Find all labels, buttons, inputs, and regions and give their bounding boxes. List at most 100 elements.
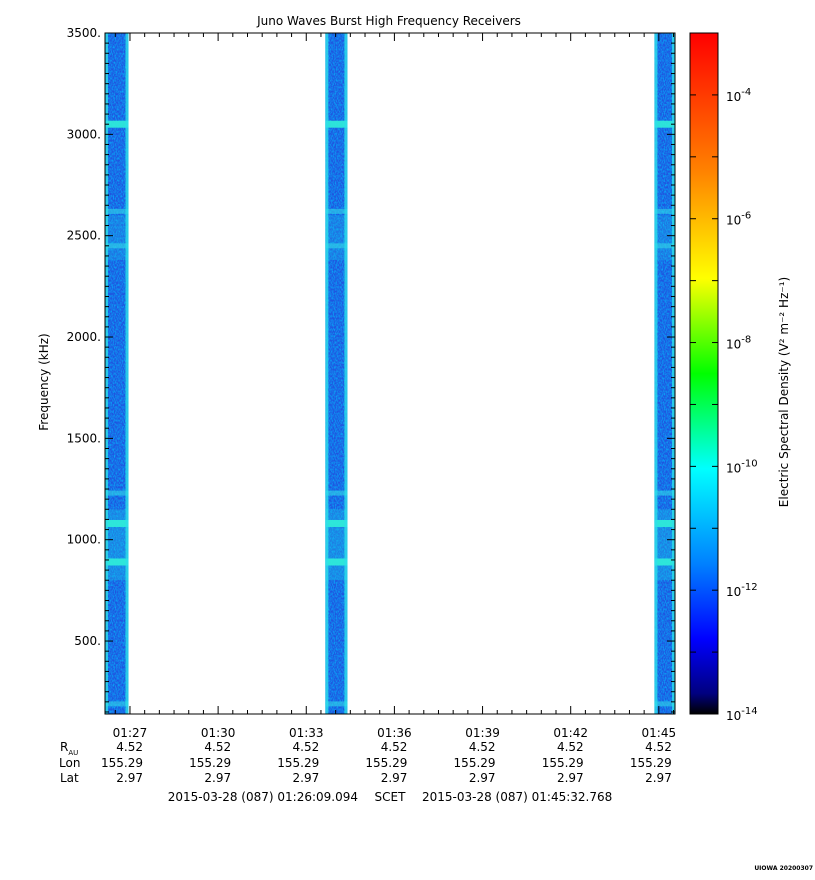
colorbar-tick-exponent: -4 bbox=[741, 87, 751, 98]
ephemeris-lat-value: 2.97 bbox=[293, 771, 320, 785]
ephemeris-rau-value: 4.52 bbox=[204, 740, 231, 754]
chart-title: Juno Waves Burst High Frequency Receiver… bbox=[256, 14, 521, 28]
spectral-line-190 bbox=[105, 701, 129, 707]
y-tick-label: 1000. bbox=[67, 533, 101, 547]
ephemeris-table: 4.52155.292.974.52155.292.974.52155.292.… bbox=[101, 740, 672, 785]
ephemeris-rau-value: 4.52 bbox=[293, 740, 320, 754]
lon-label: Lon bbox=[59, 756, 80, 770]
spectral-line-2620 bbox=[105, 208, 129, 214]
spectral-line-1080 bbox=[325, 519, 348, 527]
burst-midfreq-glow bbox=[105, 215, 129, 260]
colorbar-tick-base: 10 bbox=[726, 585, 741, 599]
y-tick-label: 500. bbox=[74, 634, 101, 648]
colorbar-label: Electric Spectral Density (V² m⁻² Hz⁻¹) bbox=[777, 277, 791, 507]
colorbar-tick-label: 10-12 bbox=[726, 582, 758, 599]
x-tick-label: 01:45 bbox=[642, 726, 677, 740]
burst-edge-left bbox=[325, 33, 329, 714]
y-axis-label: Frequency (kHz) bbox=[37, 333, 51, 430]
spectral-line-890 bbox=[325, 558, 348, 566]
spectral-line-190 bbox=[325, 701, 348, 707]
x-tick-label: 01:39 bbox=[465, 726, 500, 740]
spectral-line-890 bbox=[105, 558, 129, 566]
burst-band-2 bbox=[325, 33, 348, 714]
time-range-footer: 2015-03-28 (087) 01:26:09.094 SCET 2015-… bbox=[168, 790, 613, 804]
burst-noise bbox=[105, 33, 129, 714]
x-tick-label: 01:33 bbox=[289, 726, 324, 740]
ephemeris-lon-value: 155.29 bbox=[630, 756, 672, 770]
spectral-line-2450 bbox=[325, 243, 348, 249]
y-tick-label: 3000. bbox=[67, 127, 101, 141]
x-tick-label: 01:36 bbox=[377, 726, 412, 740]
burst-edge-right bbox=[344, 33, 348, 714]
burst-edge-right bbox=[125, 33, 129, 714]
colorbar-tick-exponent: -14 bbox=[741, 706, 757, 717]
spectral-line-2620 bbox=[654, 208, 675, 214]
burst-band-3 bbox=[654, 33, 675, 714]
burst-edge-right bbox=[672, 33, 675, 714]
plot-frame bbox=[104, 32, 676, 715]
spectral-line-2450 bbox=[105, 243, 129, 249]
lat-label: Lat bbox=[60, 771, 79, 785]
burst-bands bbox=[105, 33, 675, 714]
ephemeris-lat-value: 2.97 bbox=[557, 771, 584, 785]
ephemeris-rau-value: 4.52 bbox=[645, 740, 672, 754]
spectral-line-1230 bbox=[105, 490, 129, 496]
time-start: 2015-03-28 (087) 01:26:09.094 bbox=[168, 790, 358, 804]
spectral-line-190 bbox=[654, 701, 675, 707]
ephemeris-lat-value: 2.97 bbox=[116, 771, 143, 785]
ephemeris-lon-value: 155.29 bbox=[454, 756, 496, 770]
spectral-line-1230 bbox=[325, 490, 348, 496]
spectral-line-1230 bbox=[654, 490, 675, 496]
colorbar-tick-label: 10-8 bbox=[726, 335, 751, 352]
spectral-line-3050 bbox=[105, 120, 129, 128]
burst-edge-left bbox=[654, 33, 658, 714]
burst-lowfreq-glow bbox=[654, 509, 675, 581]
burst-band-1 bbox=[105, 33, 129, 714]
colorbar-tick-label: 10-10 bbox=[726, 458, 758, 475]
ephemeris-rau-value: 4.52 bbox=[469, 740, 496, 754]
spectral-line-890 bbox=[654, 558, 675, 566]
y-tick-label: 2500. bbox=[67, 229, 101, 243]
ephemeris-lat-value: 2.97 bbox=[204, 771, 231, 785]
ephemeris-lon-value: 155.29 bbox=[365, 756, 407, 770]
ephemeris-lat-value: 2.97 bbox=[381, 771, 408, 785]
colorbar-tick-label: 10-6 bbox=[726, 211, 751, 228]
ephemeris-lat-value: 2.97 bbox=[645, 771, 672, 785]
ephemeris-rau-value: 4.52 bbox=[116, 740, 143, 754]
colorbar-tick-exponent: -6 bbox=[741, 211, 751, 222]
burst-noise bbox=[325, 33, 348, 714]
y-tick-label: 1500. bbox=[67, 431, 101, 445]
time-end: 2015-03-28 (087) 01:45:32.768 bbox=[422, 790, 612, 804]
spectral-line-1080 bbox=[654, 519, 675, 527]
colorbar-tick-exponent: -8 bbox=[741, 335, 751, 346]
burst-midfreq-glow bbox=[654, 215, 675, 260]
colorbar-tick-exponent: -10 bbox=[741, 458, 757, 469]
ephemeris-lon-value: 155.29 bbox=[101, 756, 143, 770]
spectral-line-1080 bbox=[105, 519, 129, 527]
rau-label: RAU bbox=[60, 740, 78, 757]
x-tick-label: 01:27 bbox=[113, 726, 148, 740]
colorbar-tick-base: 10 bbox=[726, 90, 741, 104]
colorbar-gradient bbox=[689, 32, 719, 715]
x-tick-label: 01:30 bbox=[201, 726, 236, 740]
ephemeris-rau-value: 4.52 bbox=[557, 740, 584, 754]
burst-midfreq-glow bbox=[325, 215, 348, 260]
burst-noise bbox=[654, 33, 675, 714]
colorbar-tick-label: 10-14 bbox=[726, 706, 758, 723]
footer-tag: UIOWA 20200307 bbox=[754, 865, 813, 872]
colorbar-tick-label: 10-4 bbox=[726, 87, 751, 104]
colorbar-tick-exponent: -12 bbox=[741, 582, 757, 593]
y-tick-label: 3500. bbox=[67, 26, 101, 40]
ephemeris-rau-value: 4.52 bbox=[381, 740, 408, 754]
ephemeris-lon-value: 155.29 bbox=[542, 756, 584, 770]
ephemeris-row-labels: RAU Lon Lat bbox=[59, 740, 80, 785]
spectral-line-3050 bbox=[325, 120, 348, 128]
colorbar-tick-base: 10 bbox=[726, 214, 741, 228]
burst-edge-left bbox=[105, 33, 108, 714]
ephemeris-lon-value: 155.29 bbox=[189, 756, 231, 770]
spectral-line-2620 bbox=[325, 208, 348, 214]
y-tick-label: 2000. bbox=[67, 330, 101, 344]
